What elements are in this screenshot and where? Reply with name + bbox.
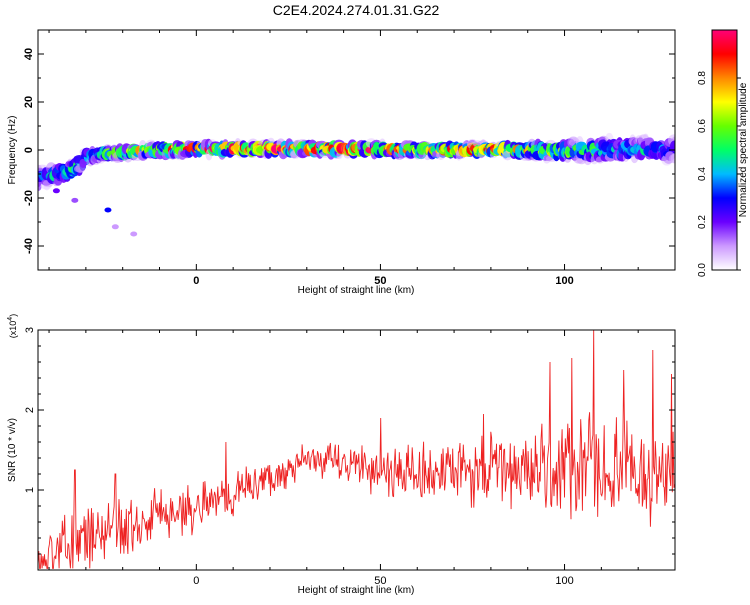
x-tick-label: 100 (555, 275, 573, 287)
x-tick-label: 50 (374, 575, 386, 587)
colorbar: 0.0 0.2 0.4 0.6 0.8 Normalized spectral ampl… (697, 29, 749, 277)
spectrogram-ticks: 0 50 100 -40 -20 0 20 40 (23, 29, 676, 287)
colorbar-tick-label: 0.4 (697, 167, 708, 181)
x-tick-label: 50 (374, 275, 386, 287)
colorbar-gradient (711, 29, 738, 271)
heatmap-cell (79, 158, 87, 168)
snr-multiplier-exp: 4 (7, 317, 14, 321)
snr-ylabel: SNR (10 * v/v) (7, 418, 18, 482)
spectrogram-xlabel: Height of straight line (km) (298, 285, 415, 296)
snr-multiplier: (x104) (7, 314, 18, 338)
y-tick-label: 1 (24, 487, 36, 493)
snr-frame (37, 329, 676, 571)
colorbar-tick-label: 0.0 (697, 263, 708, 277)
x-tick-label: 100 (555, 575, 573, 587)
colorbar-tick-label: 0.8 (697, 71, 708, 85)
snr-ticks: 0 50 100 1 2 3 (24, 327, 676, 587)
heatmap-outlier (52, 188, 60, 194)
y-tick-label: -20 (23, 190, 35, 206)
colorbar-tick-label: 0.2 (697, 215, 708, 229)
y-tick-label: -40 (23, 238, 35, 254)
y-tick-label: 2 (24, 407, 36, 413)
x-tick-label: 0 (193, 275, 199, 287)
colorbar-ticks: 0.0 0.2 0.4 0.6 0.8 (697, 71, 741, 277)
heatmap-outlier (104, 207, 112, 213)
heatmap-outlier (111, 224, 119, 230)
heatmap-outlier (130, 231, 138, 237)
heatmap-cell (670, 152, 675, 164)
x-tick-label: 0 (193, 575, 199, 587)
spectrogram-panel: 0 50 100 -40 -20 0 20 40 Height of straight lin… (7, 29, 676, 296)
snr-multiplier-base: (x10 (8, 321, 18, 339)
colorbar-tick-label: 0.6 (697, 119, 708, 133)
y-tick-label: 40 (23, 48, 35, 60)
snr-multiplier-close: ) (8, 314, 18, 317)
y-tick-label: 3 (24, 327, 36, 333)
chart-title: C2E4.2024.274.01.31.G22 (273, 2, 440, 18)
heatmap-cell (669, 140, 675, 153)
colorbar-label: Normalized spectral amplitude (738, 82, 749, 217)
snr-series-line (38, 330, 675, 569)
y-tick-label: 20 (23, 96, 35, 108)
heatmap-outlier (71, 197, 79, 203)
heatmap-cells (38, 132, 675, 237)
snr-xlabel: Height of straight line (km) (298, 585, 415, 596)
snr-panel: 0 50 100 1 2 3 Height of straight line (km) S… (7, 314, 676, 596)
spectrogram-ylabel: Frequency (Hz) (7, 116, 18, 185)
y-tick-label: 0 (23, 147, 35, 153)
